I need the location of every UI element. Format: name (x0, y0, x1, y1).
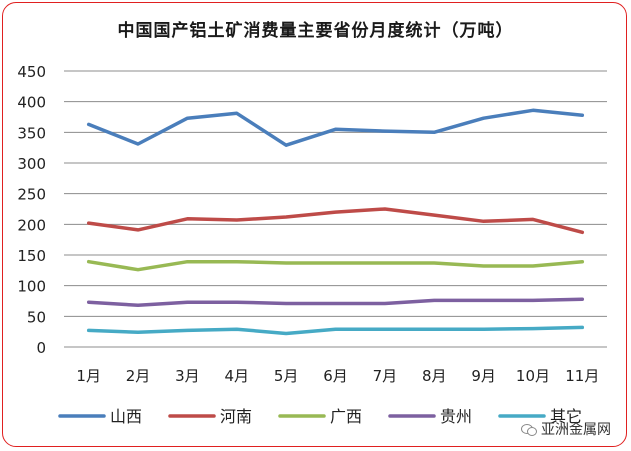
y-tick-label: 350 (17, 124, 46, 142)
watermark-text: 亚洲金属网 (541, 422, 611, 438)
x-tick-label: 3月 (175, 367, 200, 385)
x-tick-label: 11月 (565, 367, 599, 385)
y-tick-label: 50 (27, 308, 46, 326)
watermark: 亚洲金属网 (521, 419, 611, 439)
x-tick-label: 5月 (274, 367, 299, 385)
series-line-其它 (86, 325, 585, 336)
legend-label: 河南 (220, 407, 252, 426)
y-tick-label: 100 (17, 278, 46, 296)
x-tick-label: 9月 (471, 367, 496, 385)
chart-frame (2, 2, 627, 447)
x-tick-label: 1月 (76, 367, 101, 385)
legend-label: 广西 (330, 407, 362, 426)
x-tick-label: 8月 (422, 367, 447, 385)
chart-title: 中国国产铝土矿消费量主要省份月度统计（万吨） (117, 21, 514, 41)
x-tick-label: 2月 (126, 367, 151, 385)
x-tick-label: 6月 (323, 367, 348, 385)
y-tick-label: 200 (17, 216, 46, 234)
series-line-贵州 (86, 297, 585, 308)
x-tick-label: 10月 (516, 367, 550, 385)
series-line-河南 (86, 207, 585, 235)
legend-label: 贵州 (440, 407, 472, 426)
legend-label: 其它 (550, 407, 582, 426)
y-tick-label: 400 (17, 94, 46, 112)
x-tick-label: 4月 (224, 367, 249, 385)
series-line-广西 (86, 259, 585, 272)
y-tick-label: 150 (17, 247, 46, 265)
y-tick-label: 0 (36, 339, 46, 357)
y-tick-label: 250 (17, 186, 46, 204)
legend-label: 山西 (110, 407, 142, 426)
x-tick-label: 7月 (373, 367, 398, 385)
series-line-山西 (86, 108, 585, 147)
wechat-icon (521, 422, 537, 436)
y-tick-label: 300 (17, 155, 46, 173)
y-tick-label: 450 (17, 63, 46, 81)
